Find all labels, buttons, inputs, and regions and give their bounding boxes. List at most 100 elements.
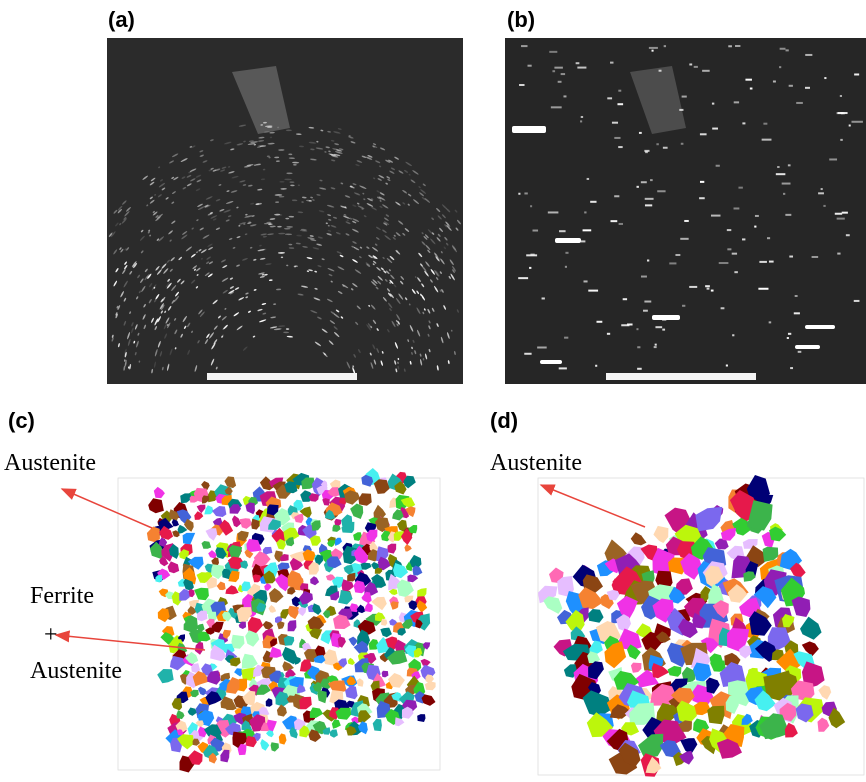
grain — [260, 739, 269, 751]
grain — [631, 532, 647, 545]
grain — [407, 575, 418, 583]
grain — [298, 607, 307, 616]
grain — [371, 597, 387, 610]
particle — [700, 133, 707, 135]
particle — [763, 123, 767, 125]
grain — [158, 608, 170, 622]
panel-c-plot — [118, 468, 440, 773]
particle — [777, 166, 779, 168]
grain — [230, 658, 241, 667]
grain — [345, 685, 358, 699]
particle — [849, 124, 851, 126]
particle — [727, 248, 731, 250]
grain — [365, 603, 373, 613]
particle — [587, 178, 589, 180]
particle — [689, 63, 692, 65]
particle — [596, 321, 602, 323]
particle — [795, 295, 798, 297]
particle — [636, 328, 638, 330]
particle — [786, 49, 789, 51]
particle — [728, 45, 732, 47]
grain — [232, 515, 241, 527]
particle — [742, 122, 745, 124]
particle — [641, 181, 647, 183]
grain — [818, 718, 830, 732]
grain — [202, 541, 212, 549]
grain — [350, 504, 363, 520]
grain — [212, 506, 226, 517]
particle — [805, 87, 810, 89]
particle — [754, 226, 756, 228]
particle — [682, 96, 687, 98]
particle — [617, 103, 623, 105]
particle — [769, 321, 772, 323]
annotation: Austenite — [30, 658, 122, 684]
particle — [689, 286, 697, 288]
grain — [578, 587, 603, 609]
grain — [785, 723, 798, 738]
grain — [322, 498, 330, 506]
particle — [682, 305, 685, 307]
particle — [540, 360, 562, 364]
particle — [652, 315, 680, 320]
particle — [610, 220, 617, 222]
grain — [287, 606, 299, 619]
particle — [650, 179, 653, 181]
particle — [584, 211, 586, 213]
particle — [558, 81, 562, 83]
grain — [198, 687, 207, 696]
grain — [588, 609, 603, 623]
particle — [776, 173, 786, 175]
particle — [719, 262, 729, 264]
particle — [614, 195, 619, 197]
particle — [610, 62, 613, 64]
particle — [643, 310, 648, 312]
particle — [588, 290, 598, 292]
grain — [397, 579, 414, 597]
grain — [382, 671, 389, 678]
particle — [782, 183, 791, 185]
grain — [742, 714, 753, 725]
particle — [580, 120, 582, 122]
grain — [317, 690, 326, 703]
grain — [695, 507, 722, 532]
grain — [425, 681, 436, 690]
figure: (a) (b) (c) (d) Austenite Ferrite + Aust… — [0, 0, 866, 782]
particle — [563, 95, 566, 97]
particle — [645, 204, 652, 206]
grain — [188, 708, 197, 716]
particle — [612, 122, 618, 124]
particle — [518, 193, 520, 195]
particle — [530, 254, 534, 256]
particle — [745, 79, 751, 81]
grain — [225, 585, 238, 594]
particle — [595, 365, 597, 367]
particle — [641, 276, 647, 278]
grain — [206, 528, 218, 541]
panel-b-image — [505, 38, 866, 384]
particle — [700, 181, 704, 183]
grain — [792, 597, 811, 618]
particle — [779, 66, 781, 68]
particle — [564, 337, 568, 339]
particle — [755, 215, 759, 217]
grain — [299, 697, 312, 710]
grain — [631, 663, 642, 673]
particle — [664, 45, 666, 47]
grain — [220, 750, 229, 763]
grain — [361, 563, 372, 570]
grain — [264, 583, 271, 591]
grain — [361, 592, 371, 604]
panel-a-image — [107, 38, 463, 384]
particle — [681, 143, 684, 145]
panel-d-plot — [538, 475, 864, 777]
particle — [716, 165, 720, 167]
grain — [706, 678, 720, 694]
particle — [637, 346, 640, 348]
annotation: + — [44, 622, 58, 648]
grain — [172, 519, 179, 526]
particle — [711, 290, 714, 292]
particle — [726, 365, 728, 367]
particle — [649, 47, 658, 49]
particle — [659, 70, 662, 72]
